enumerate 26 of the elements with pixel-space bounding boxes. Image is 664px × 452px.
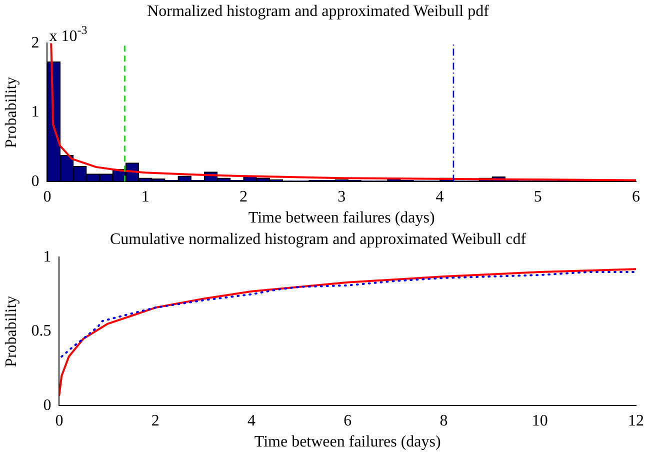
x-tick-label: 6 [344,412,352,430]
x-tick-label: 1 [141,188,150,206]
y-tick-label: 0 [31,172,40,190]
x-tick-label: 6 [632,188,640,206]
x-tick-label: 0 [55,412,64,430]
x-tick-label: 12 [628,412,644,430]
y-tick-label: 0.5 [31,322,52,340]
x-tick-label: 4 [247,412,256,430]
chart-title: Cumulative normalized histogram and approximated Weibull cdf [110,230,527,248]
x-tick-label: 5 [534,188,542,206]
line-series [60,271,636,358]
y-tick-label: 2 [31,34,40,52]
x-tick-label: 2 [151,412,160,430]
chart-title: Normalized histogram and approximated Weibull pdf [147,2,490,20]
x-tick-label: 2 [239,188,248,206]
y-tick-label: 1 [43,248,52,266]
x-tick-label: 8 [440,412,448,430]
y-axis-title: Probability [2,296,20,367]
y-tick-label: 0 [43,396,52,414]
x-axis-title: Time between failures (days) [248,210,435,227]
x-tick-label: 4 [436,188,444,206]
y-tick-label: 1 [31,104,40,121]
y-axis-title: Probability [2,76,20,148]
x-tick-label: 10 [532,412,548,430]
x-axis-title: Time between failures (days) [254,434,441,451]
x-tick-label: 3 [338,188,346,206]
